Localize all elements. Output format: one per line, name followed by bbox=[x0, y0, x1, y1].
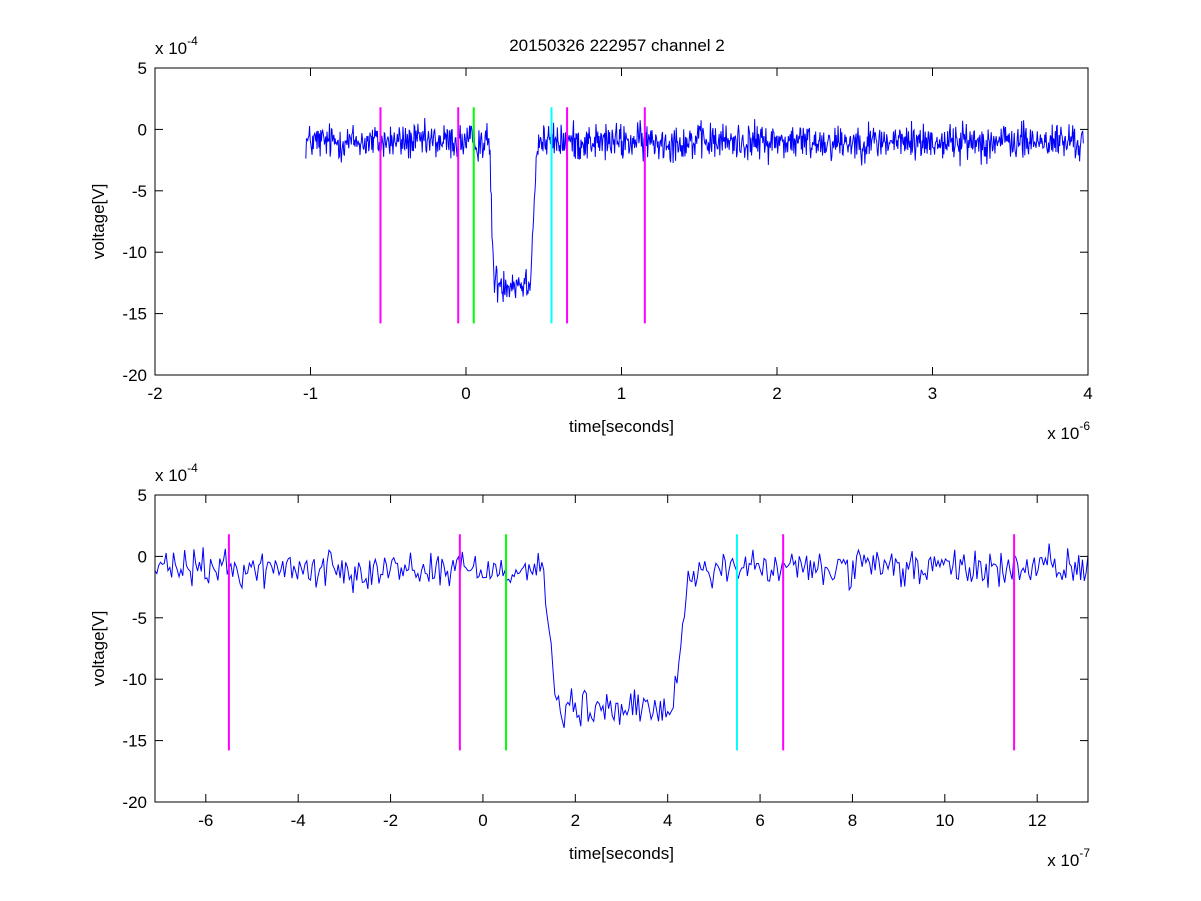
y-exponent-base: x 10 bbox=[155, 466, 187, 485]
x-tick-label: -2 bbox=[383, 811, 398, 830]
x-tick-label: -6 bbox=[198, 811, 213, 830]
x-exponent-label: x 10-6 bbox=[1047, 419, 1090, 443]
y-exponent-base: x 10 bbox=[155, 39, 187, 58]
y-tick-label: 5 bbox=[138, 486, 147, 505]
plot-bottom: -6 -4 -2 0 2 4 6 8 10 1250-5-10-15-20time[seconds… bbox=[89, 461, 1090, 870]
y-tick-label: 0 bbox=[138, 120, 147, 139]
x-exponent-base: x 10 bbox=[1047, 851, 1079, 870]
x-tick-label: 3 bbox=[928, 384, 937, 403]
x-tick-label: -4 bbox=[291, 811, 306, 830]
signal-trace bbox=[154, 543, 1089, 728]
y-axis-label: voltage[V] bbox=[89, 184, 108, 260]
x-tick-label: 1 bbox=[617, 384, 626, 403]
y-tick-label: -20 bbox=[122, 793, 147, 812]
x-tick-label: 6 bbox=[755, 811, 764, 830]
x-tick-label: 4 bbox=[663, 811, 672, 830]
axes-box bbox=[154, 494, 1089, 803]
figure-title: 20150326 222957 channel 2 bbox=[509, 36, 725, 55]
x-tick-label: 0 bbox=[461, 384, 470, 403]
x-tick-label: 2 bbox=[571, 811, 580, 830]
x-tick-label: 2 bbox=[772, 384, 781, 403]
x-exponent-power: -7 bbox=[1079, 846, 1090, 860]
y-exponent-power: -4 bbox=[187, 34, 198, 48]
x-tick-label: 8 bbox=[848, 811, 857, 830]
y-exponent-power: -4 bbox=[187, 461, 198, 475]
axes-box bbox=[154, 67, 1089, 376]
x-tick-label: 10 bbox=[935, 811, 954, 830]
y-tick-label: -10 bbox=[122, 243, 147, 262]
plot-top: -2 -1 0 1 2 3 450-5-10-15-20time[seconds]volta… bbox=[89, 34, 1093, 443]
y-tick-label: -10 bbox=[122, 670, 147, 689]
x-exponent-base: x 10 bbox=[1047, 424, 1079, 443]
y-tick-label: -5 bbox=[132, 609, 147, 628]
y-tick-label: 0 bbox=[138, 547, 147, 566]
y-tick-label: -20 bbox=[122, 366, 147, 385]
y-tick-label: -15 bbox=[122, 732, 147, 751]
x-axis-label: time[seconds] bbox=[569, 844, 674, 863]
y-tick-label: -15 bbox=[122, 305, 147, 324]
y-axis-label: voltage[V] bbox=[89, 611, 108, 687]
signal-trace bbox=[305, 118, 1084, 303]
y-tick-label: -5 bbox=[132, 182, 147, 201]
x-tick-label: -1 bbox=[303, 384, 318, 403]
x-tick-label: -2 bbox=[147, 384, 162, 403]
x-exponent-power: -6 bbox=[1079, 419, 1090, 433]
x-exponent-label: x 10-7 bbox=[1047, 846, 1090, 870]
y-tick-label: 5 bbox=[138, 59, 147, 78]
y-exponent-label: x 10-4 bbox=[155, 461, 198, 485]
x-tick-label: 0 bbox=[478, 811, 487, 830]
x-tick-label: 12 bbox=[1028, 811, 1047, 830]
x-tick-label: 4 bbox=[1083, 384, 1092, 403]
x-axis-label: time[seconds] bbox=[569, 417, 674, 436]
y-exponent-label: x 10-4 bbox=[155, 34, 198, 58]
